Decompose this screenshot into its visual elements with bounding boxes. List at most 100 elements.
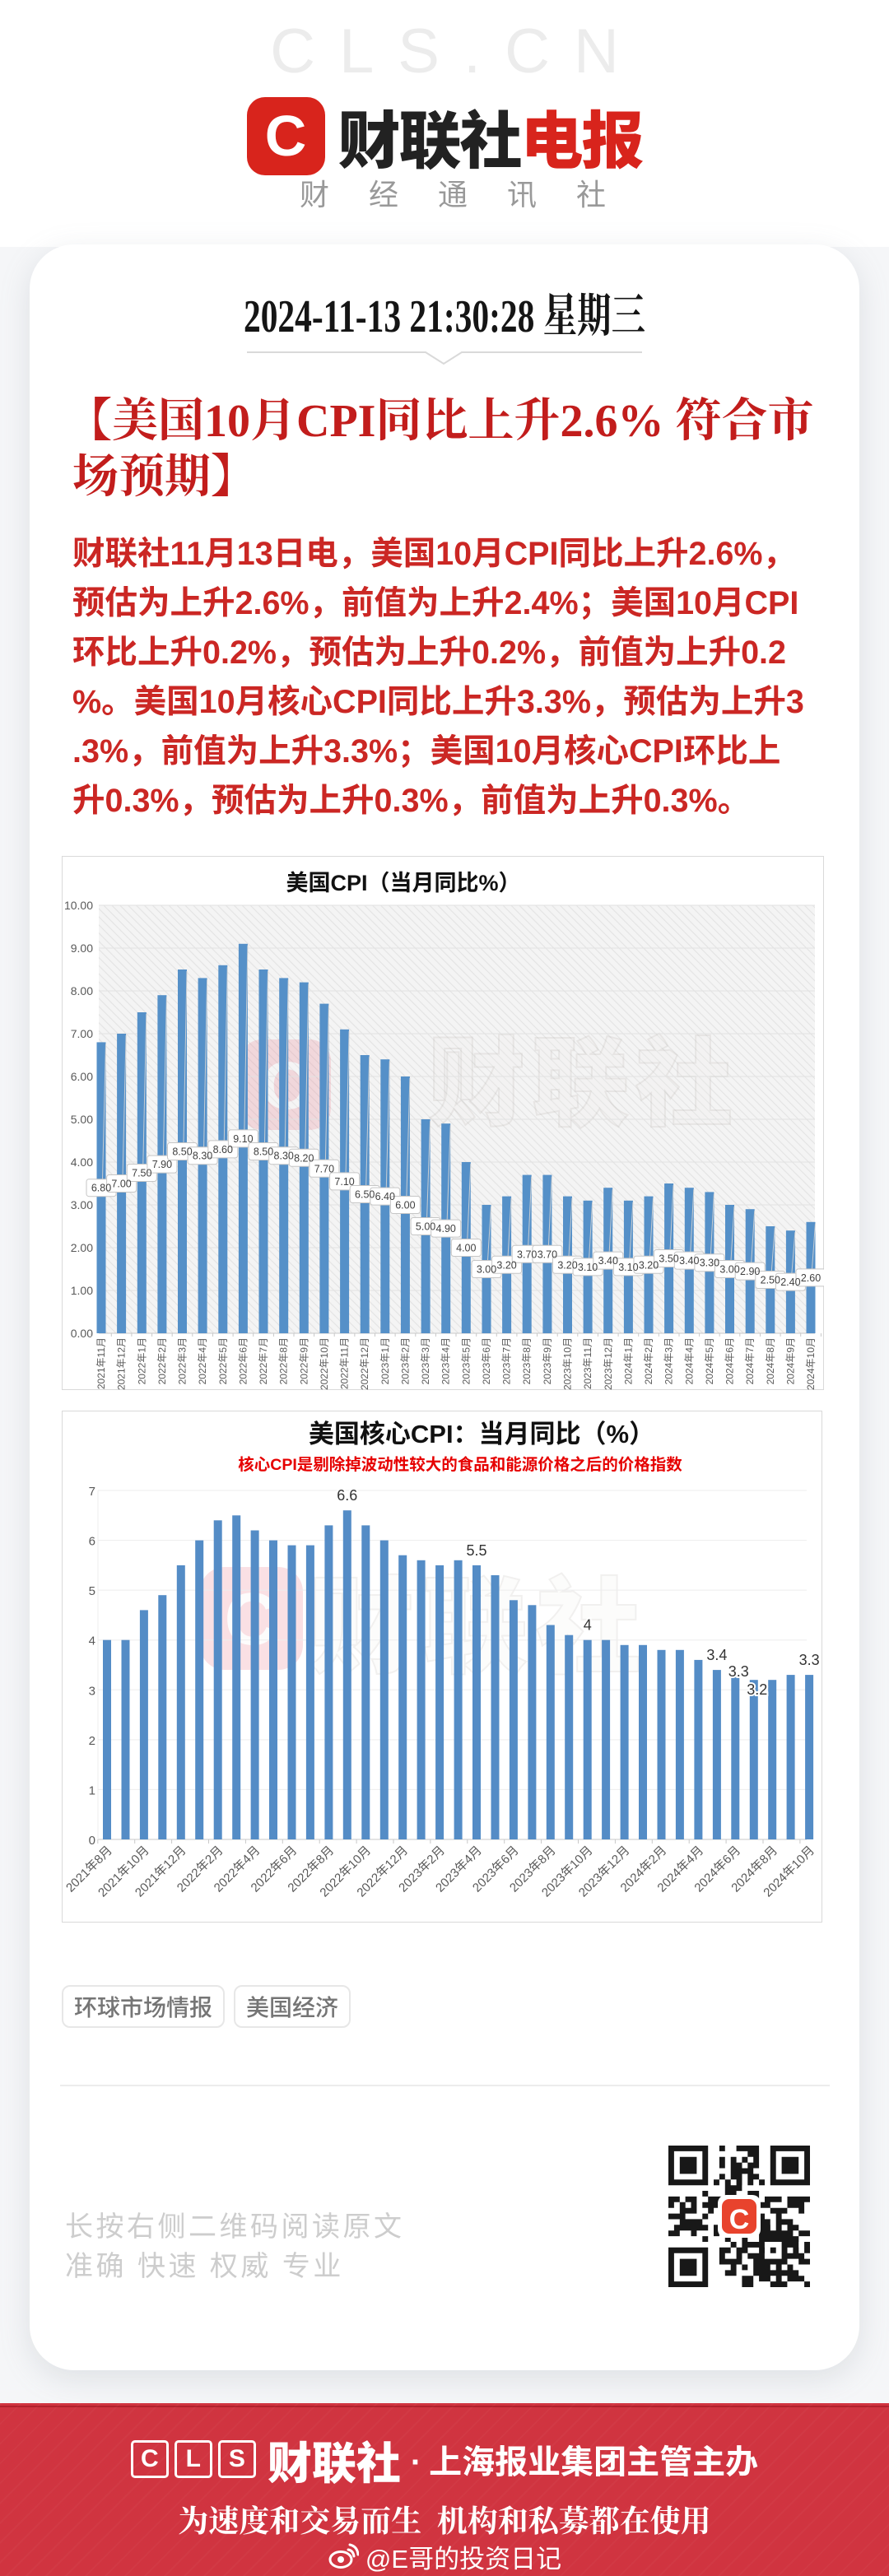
svg-text:2022年9月: 2022年9月 [298,1337,310,1384]
svg-text:6: 6 [89,1535,95,1549]
svg-text:2.90: 2.90 [740,1266,760,1277]
svg-text:0.00: 0.00 [71,1327,93,1340]
svg-text:1.00: 1.00 [71,1284,93,1297]
svg-text:2022年3月: 2022年3月 [177,1337,189,1384]
svg-text:3.70: 3.70 [517,1248,537,1260]
svg-text:2.00: 2.00 [71,1241,93,1254]
svg-text:6.40: 6.40 [375,1191,395,1202]
svg-text:2022年7月: 2022年7月 [258,1337,269,1384]
svg-text:2023年4月: 2023年4月 [440,1337,452,1384]
svg-text:2023年2月: 2023年2月 [399,1337,411,1384]
svg-text:核心CPI是剔除掉波动性较大的食品和能源价格之后的价格指数: 核心CPI是剔除掉波动性较大的食品和能源价格之后的价格指数 [238,1455,682,1474]
svg-text:10.00: 10.00 [64,899,93,912]
svg-text:2.40: 2.40 [780,1276,800,1288]
svg-text:2024年8月: 2024年8月 [765,1337,776,1384]
svg-text:3.10: 3.10 [618,1262,638,1273]
svg-text:2024年6月: 2024年6月 [724,1337,736,1384]
svg-text:2024年5月: 2024年5月 [704,1337,715,1384]
svg-text:2023年9月: 2023年9月 [542,1337,553,1384]
svg-text:3.30: 3.30 [700,1258,719,1269]
svg-text:8.50: 8.50 [172,1146,192,1158]
svg-text:2022年2月: 2022年2月 [156,1337,168,1384]
svg-text:3.4: 3.4 [706,1647,727,1663]
svg-text:4: 4 [584,1617,592,1634]
svg-text:8.50: 8.50 [254,1146,273,1158]
svg-text:2024年9月: 2024年9月 [784,1337,796,1384]
svg-text:2023年6月: 2023年6月 [481,1337,492,1384]
svg-text:6.00: 6.00 [395,1200,415,1211]
svg-text:6.6: 6.6 [337,1487,357,1504]
svg-text:2021年11月: 2021年11月 [95,1337,107,1389]
svg-text:6.50: 6.50 [355,1189,375,1201]
svg-text:3.20: 3.20 [496,1259,516,1271]
svg-text:1: 1 [89,1783,95,1797]
svg-text:3.00: 3.00 [719,1264,739,1276]
svg-text:5: 5 [89,1584,95,1598]
svg-text:2023年11月: 2023年11月 [582,1337,593,1389]
svg-text:9.00: 9.00 [71,942,93,955]
svg-text:8.30: 8.30 [193,1151,212,1162]
svg-text:9.10: 9.10 [233,1133,253,1145]
svg-text:7.90: 7.90 [152,1159,172,1170]
svg-text:0: 0 [89,1834,95,1848]
svg-text:5.00: 5.00 [71,1113,93,1126]
svg-text:7.00: 7.00 [111,1179,131,1190]
svg-text:2021年12月: 2021年12月 [116,1337,128,1390]
svg-text:2024年4月: 2024年4月 [683,1337,695,1384]
svg-text:2024年3月: 2024年3月 [663,1337,675,1384]
svg-text:5.5: 5.5 [466,1542,486,1559]
svg-text:2024年1月: 2024年1月 [622,1337,634,1384]
svg-text:2022年12月: 2022年12月 [359,1337,370,1390]
svg-text:2023年1月: 2023年1月 [379,1337,391,1384]
svg-text:2024年7月: 2024年7月 [744,1337,756,1384]
svg-text:8.20: 8.20 [294,1152,314,1164]
svg-text:3.3: 3.3 [799,1652,820,1668]
svg-text:3.3: 3.3 [728,1663,749,1680]
svg-text:3.00: 3.00 [71,1198,93,1211]
svg-text:美国核心CPI：当月同比（%）: 美国核心CPI：当月同比（%） [309,1420,654,1448]
svg-text:财联社: 财联社 [428,1030,739,1139]
svg-text:3.40: 3.40 [679,1255,699,1267]
svg-text:2: 2 [89,1734,95,1748]
svg-text:8.60: 8.60 [213,1144,233,1155]
svg-text:6.80: 6.80 [91,1183,111,1194]
svg-text:8.30: 8.30 [274,1151,294,1162]
svg-text:4.90: 4.90 [436,1223,456,1235]
svg-text:3.70: 3.70 [538,1248,557,1260]
svg-text:2.60: 2.60 [801,1272,821,1284]
svg-text:美国CPI（当月同比%）: 美国CPI（当月同比%） [286,871,520,895]
svg-text:3.40: 3.40 [598,1255,618,1267]
svg-text:2022年11月: 2022年11月 [339,1337,351,1389]
svg-text:4.00: 4.00 [456,1243,476,1254]
svg-text:2023年7月: 2023年7月 [501,1337,513,1384]
svg-text:2022年6月: 2022年6月 [237,1337,249,1384]
svg-text:2022年4月: 2022年4月 [197,1337,208,1384]
svg-text:3.50: 3.50 [659,1253,678,1265]
svg-text:4: 4 [89,1634,95,1648]
svg-text:7: 7 [89,1485,95,1499]
svg-text:7.70: 7.70 [314,1163,334,1174]
svg-text:3.10: 3.10 [578,1262,598,1273]
svg-text:2.50: 2.50 [761,1275,780,1286]
svg-text:5.00: 5.00 [416,1221,435,1233]
svg-text:7.10: 7.10 [334,1176,354,1188]
svg-text:2024年10月: 2024年10月 [805,1337,817,1390]
svg-text:3.20: 3.20 [639,1259,659,1271]
svg-text:7.50: 7.50 [132,1168,151,1179]
svg-text:2022年10月: 2022年10月 [319,1337,330,1390]
svg-text:2023年3月: 2023年3月 [420,1337,431,1384]
svg-text:2023年5月: 2023年5月 [460,1337,472,1384]
svg-text:3.2: 3.2 [747,1681,767,1698]
svg-text:2022年8月: 2022年8月 [278,1337,290,1384]
svg-text:2023年8月: 2023年8月 [521,1337,533,1384]
svg-text:2023年10月: 2023年10月 [562,1337,574,1390]
svg-text:C: C [729,2204,750,2235]
svg-text:2022年1月: 2022年1月 [136,1337,147,1384]
svg-text:3.20: 3.20 [557,1259,577,1271]
svg-text:3: 3 [89,1684,95,1698]
svg-text:8.00: 8.00 [71,984,93,997]
svg-text:2023年12月: 2023年12月 [603,1337,614,1390]
svg-text:4.00: 4.00 [71,1155,93,1169]
svg-text:7.00: 7.00 [71,1027,93,1040]
svg-text:3.00: 3.00 [477,1264,496,1276]
